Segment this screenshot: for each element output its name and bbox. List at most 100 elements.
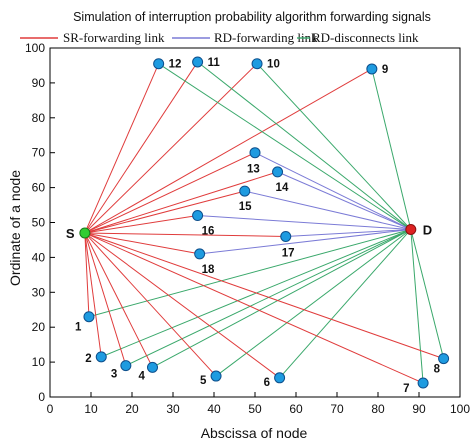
sr-link-4 (84, 232, 153, 368)
rd-disconnect-link-8 (410, 229, 445, 359)
rd-disconnect-link-4 (152, 229, 412, 368)
y-tick-label: 40 (32, 250, 46, 264)
axes: 0 10 20 30 40 50 60 70 80 90 100 0 10 20 30 40 50 60 70 80 9… (25, 41, 470, 416)
x-tick-label: 40 (207, 402, 221, 416)
y-tick-label: 60 (32, 181, 46, 195)
node-label-14: 14 (276, 182, 289, 194)
node-label-7: 7 (403, 383, 409, 395)
y-tick-label: 70 (32, 146, 46, 160)
rd-disconnect-link-10 (256, 63, 412, 230)
sr-link-12 (84, 63, 160, 234)
sr-link-7 (84, 232, 424, 384)
sr-link-14 (84, 171, 278, 234)
rd-disconnect-link-6 (279, 229, 412, 379)
destination-point (405, 223, 417, 235)
rd-link-14 (277, 171, 411, 230)
rd-disconnect-link-7 (410, 229, 424, 384)
legend: SR-forwarding link RD-forwarding link RD… (20, 30, 419, 45)
sr-link-13 (84, 152, 256, 234)
node-point-1 (83, 311, 95, 323)
x-tick-label: 60 (289, 402, 303, 416)
node-label-17: 17 (282, 247, 295, 259)
node-label-11: 11 (208, 57, 221, 69)
legend-label-sr: SR-forwarding link (63, 30, 165, 45)
x-tick-label: 80 (371, 402, 385, 416)
rd-link-13 (254, 152, 412, 230)
rd-disconnect-link-11 (197, 61, 412, 230)
x-axis-label: Abscissa of node (201, 425, 308, 441)
rd-link-15 (244, 190, 411, 230)
x-tick-label: 100 (450, 402, 470, 416)
node-point-6 (274, 372, 286, 384)
node-label-6: 6 (264, 377, 270, 389)
node-label-1: 1 (75, 322, 82, 334)
node-point-8 (438, 353, 450, 365)
legend-label-rd: RD-forwarding link (214, 30, 318, 45)
node-point-15 (239, 185, 251, 197)
node-label-3: 3 (111, 369, 117, 381)
rd-link-18 (199, 228, 411, 255)
node-point-5 (210, 370, 222, 382)
sr-link-8 (84, 232, 444, 360)
node-point-12 (153, 58, 165, 70)
sr-link-2 (84, 232, 102, 357)
sr-link-1 (84, 232, 90, 317)
y-tick-label: 80 (32, 111, 46, 125)
y-tick-label: 20 (32, 320, 46, 334)
sr-link-5 (84, 232, 217, 377)
links-layer (84, 61, 445, 384)
node-label-10: 10 (267, 59, 280, 71)
rd-disconnect-link-1 (88, 228, 411, 318)
y-tick-label: 30 (32, 285, 46, 299)
legend-label-rdd: RD-disconnects link (312, 30, 419, 45)
plot-frame (49, 47, 461, 398)
node-point-7 (417, 377, 429, 389)
x-tick-label: 70 (330, 402, 344, 416)
node-point-14 (272, 166, 284, 178)
node-label-15: 15 (239, 201, 252, 213)
node-point-10 (251, 58, 263, 70)
sr-link-18 (84, 232, 200, 255)
y-tick-label: 10 (32, 355, 46, 369)
node-point-17 (280, 230, 292, 242)
sr-link-15 (84, 190, 245, 234)
node-label-9: 9 (382, 64, 388, 76)
source-point (79, 227, 91, 239)
rd-disconnect-link-5 (215, 229, 412, 377)
node-label-5: 5 (200, 375, 207, 387)
sr-link-9 (84, 68, 373, 234)
node-point-13 (249, 147, 261, 159)
node-label-18: 18 (202, 264, 215, 276)
x-tick-label: 50 (248, 402, 262, 416)
sr-link-17 (84, 232, 286, 237)
x-tick-label: 20 (125, 402, 139, 416)
sr-link-16 (84, 215, 198, 234)
sr-link-3 (84, 232, 127, 366)
node-point-18 (194, 248, 206, 260)
node-point-16 (192, 210, 204, 222)
y-tick-label: 0 (38, 390, 45, 404)
rd-link-16 (197, 215, 411, 230)
node-label-12: 12 (169, 59, 182, 71)
node-point-11 (192, 56, 204, 68)
rd-disconnect-link-12 (158, 63, 412, 230)
rd-disconnect-link-9 (371, 68, 412, 230)
sr-link-6 (84, 232, 280, 379)
node-point-9 (366, 63, 378, 75)
destination-label: D (423, 222, 432, 237)
x-tick-label: 10 (84, 402, 98, 416)
rd-link-17 (285, 228, 411, 237)
node-point-4 (147, 361, 158, 373)
node-label-2: 2 (85, 353, 91, 365)
chart-title: Simulation of interruption probability a… (73, 10, 431, 24)
y-tick-label: 90 (32, 76, 46, 90)
node-point-3 (120, 360, 132, 372)
node-label-13: 13 (247, 164, 260, 176)
node-point-2 (95, 351, 107, 363)
x-tick-label: 0 (47, 402, 54, 416)
x-tick-label: 90 (412, 402, 426, 416)
node-label-4: 4 (139, 370, 146, 382)
sr-link-10 (84, 63, 258, 234)
source-label: S (66, 226, 75, 241)
